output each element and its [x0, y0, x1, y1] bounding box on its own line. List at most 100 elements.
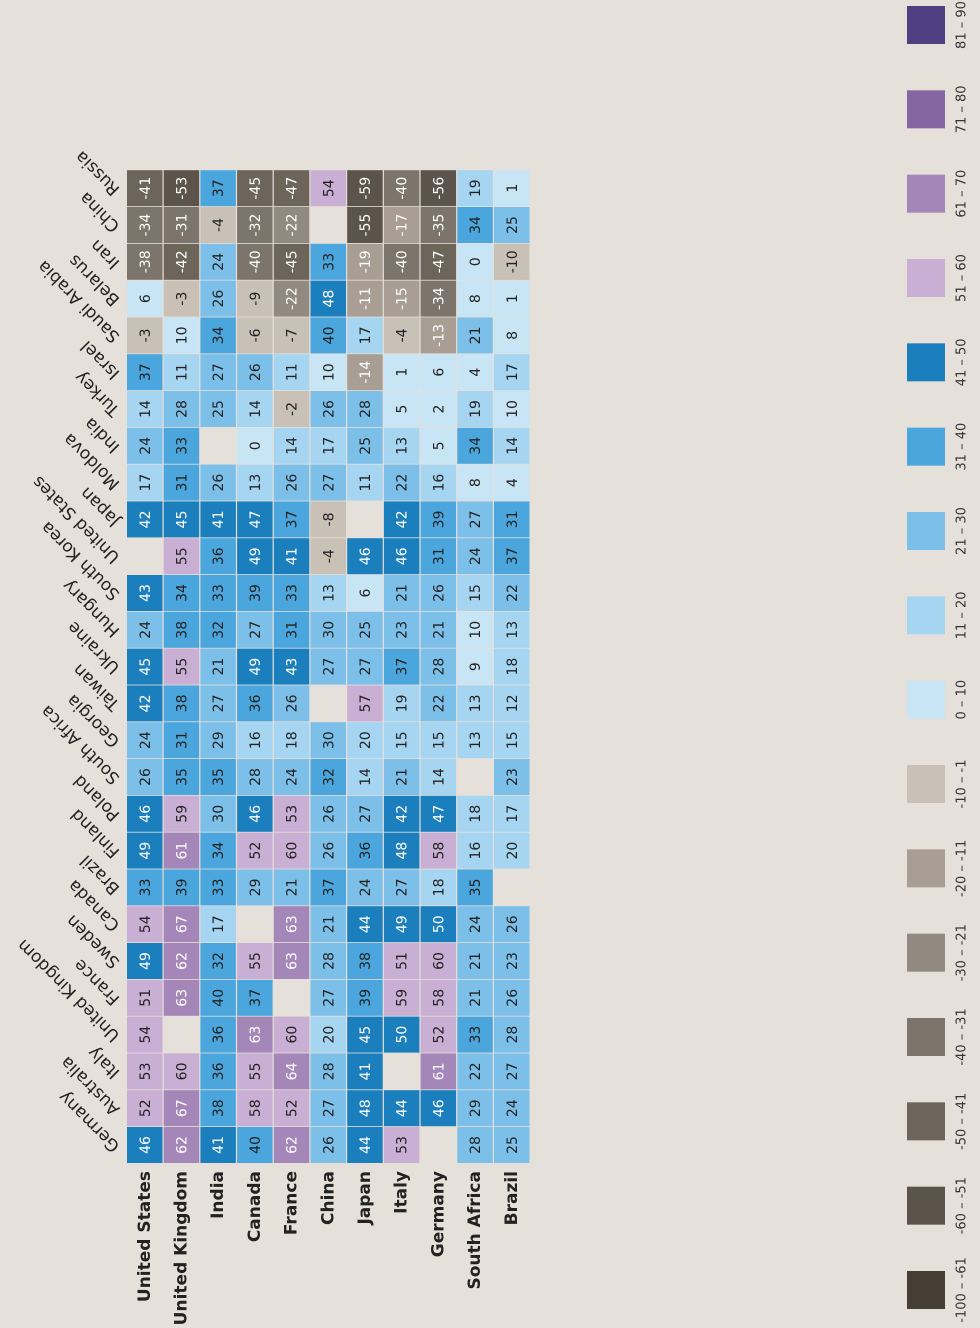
heat-cell	[237, 1016, 273, 1053]
heat-cell	[127, 1016, 163, 1053]
heat-cell	[310, 1090, 346, 1127]
cell-label: 29	[248, 878, 264, 896]
cell-label: 39	[248, 584, 264, 602]
cell-label: 28	[174, 400, 190, 418]
cell-label: 24	[468, 915, 484, 933]
cell-label: 42	[138, 694, 154, 712]
cell-label: 4	[468, 368, 484, 377]
heat-cell	[457, 317, 493, 354]
heat-cell	[494, 795, 530, 832]
heat-cell	[383, 170, 420, 207]
cell-label: 13	[468, 694, 484, 712]
heat-cell	[310, 243, 346, 280]
legend-swatch	[907, 1271, 945, 1309]
legend-swatch	[907, 427, 945, 466]
cell-label: 63	[174, 989, 190, 1007]
cell-label: 16	[248, 731, 264, 749]
cell-label: 30	[321, 621, 337, 639]
cell-label: 23	[505, 768, 521, 786]
heat-cell	[200, 538, 236, 575]
cell-label: -15	[395, 287, 411, 310]
cell-label: 18	[285, 731, 301, 749]
cell-label: 55	[248, 952, 264, 970]
heat-cell	[457, 501, 493, 538]
heat-cell	[383, 575, 420, 611]
cell-label: -22	[285, 287, 301, 310]
heat-cell	[127, 1090, 163, 1127]
cell-label: 5	[395, 405, 411, 414]
heat-cell	[273, 354, 310, 391]
heat-cell	[420, 795, 457, 832]
cell-label: 27	[321, 1099, 337, 1117]
heat-cell	[237, 722, 273, 759]
cell-label: 14	[358, 768, 374, 786]
cell-label: 24	[138, 731, 154, 749]
heat-cell	[163, 538, 200, 575]
heat-cell	[420, 427, 457, 464]
cell-label: 20	[358, 731, 374, 749]
heat-cell	[127, 722, 163, 759]
heat-cell	[494, 611, 530, 648]
heat-cell	[420, 170, 457, 207]
cell-label: 13	[505, 621, 521, 639]
heat-cell	[273, 538, 310, 575]
heat-cell	[347, 207, 383, 243]
cell-label: 54	[138, 1026, 154, 1044]
cell-label: 14	[248, 400, 264, 418]
cell-label: 33	[285, 584, 301, 602]
legend-label: -100 – -61	[955, 1257, 970, 1323]
heat-cell	[273, 611, 310, 648]
cell-label: 26	[505, 989, 521, 1007]
heat-cell	[310, 464, 346, 501]
cell-label: 13	[468, 731, 484, 749]
heat-cell	[163, 170, 200, 207]
heat-cell	[273, 869, 310, 906]
heat-cell	[200, 648, 236, 685]
heat-cell	[347, 1016, 383, 1053]
heat-cell	[310, 906, 346, 943]
heat-cell	[420, 280, 457, 317]
cell-label: 67	[174, 1099, 190, 1117]
cell-label: 60	[431, 952, 447, 970]
heat-cell	[310, 280, 346, 317]
cell-label: 17	[211, 915, 227, 933]
heat-cell	[127, 795, 163, 832]
row-label: France	[282, 1171, 302, 1235]
heat-cell	[273, 427, 310, 464]
cell-label: 36	[211, 547, 227, 565]
cell-label: 27	[321, 474, 337, 492]
heat-cell	[200, 243, 236, 280]
heat-cell	[273, 1016, 310, 1053]
cell-label: 23	[505, 952, 521, 970]
cell-label: 13	[321, 584, 337, 602]
heat-cell	[494, 501, 530, 538]
heat-cell	[310, 1127, 346, 1163]
heat-cell	[237, 759, 273, 795]
heat-cell	[420, 391, 457, 427]
heat-cell	[457, 722, 493, 759]
cell-label: 25	[358, 437, 374, 455]
heat-cell	[383, 464, 420, 501]
cell-label: 17	[505, 805, 521, 823]
cell-label: -8	[321, 512, 337, 526]
heat-cell	[347, 538, 383, 575]
heat-cell	[383, 722, 420, 759]
cell-label: 38	[358, 952, 374, 970]
cell-label: 14	[505, 437, 521, 455]
cell-label: 58	[431, 989, 447, 1007]
heat-cell	[237, 501, 273, 538]
cell-label: 40	[248, 1136, 264, 1154]
cell-label: 28	[321, 952, 337, 970]
cell-label: 4	[505, 478, 521, 487]
cell-label: 53	[285, 805, 301, 823]
cell-label: -45	[285, 250, 301, 273]
heat-cell	[310, 391, 346, 427]
heat-cell	[457, 795, 493, 832]
heat-cell	[383, 538, 420, 575]
heat-cell	[163, 427, 200, 464]
heat-cell	[127, 832, 163, 869]
heat-cell	[127, 207, 163, 243]
cell-label: 54	[321, 179, 337, 197]
cell-label: 21	[468, 989, 484, 1007]
heat-cell	[200, 722, 236, 759]
